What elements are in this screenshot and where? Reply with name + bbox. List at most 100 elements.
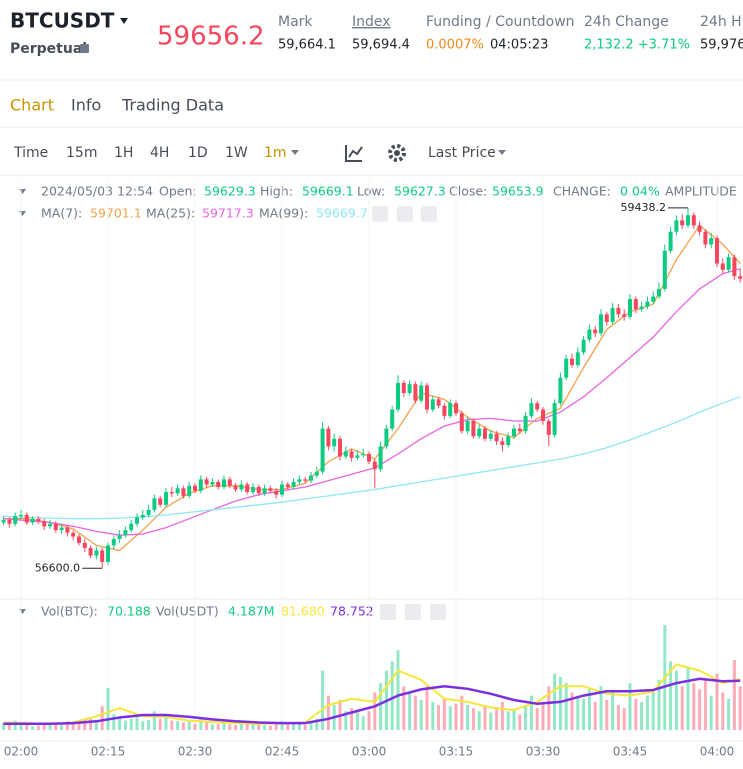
candle-body xyxy=(622,314,627,317)
collapse[interactable] xyxy=(19,211,26,216)
volume-bar xyxy=(42,723,46,730)
volume-bar xyxy=(199,718,203,730)
close-button[interactable] xyxy=(421,206,437,222)
candle-body xyxy=(117,535,122,540)
volume-bar xyxy=(170,720,174,730)
volume-bar xyxy=(77,720,81,730)
symbol[interactable]: BTCUSDT xyxy=(10,9,115,33)
volume-bar xyxy=(268,725,272,730)
stat-value: 59,694.4 xyxy=(352,38,410,53)
volume-bar xyxy=(234,725,238,730)
x-tick-label: 03:00 xyxy=(352,745,387,759)
candle-body xyxy=(245,484,250,493)
volume-panel xyxy=(2,625,742,730)
volume-bar xyxy=(280,721,284,730)
candle-body xyxy=(691,215,696,226)
interval[interactable]: 15m xyxy=(66,145,97,161)
volume-bar xyxy=(181,722,185,730)
candle-body xyxy=(610,307,615,322)
volume-bar xyxy=(732,660,736,730)
candle-body xyxy=(361,453,366,456)
price-type[interactable]: Last Price xyxy=(428,145,496,161)
volume-bar xyxy=(500,701,504,730)
volume-bar xyxy=(321,670,325,730)
caret[interactable] xyxy=(291,150,299,155)
x-tick-label: 03:45 xyxy=(613,745,648,759)
candle-body xyxy=(425,385,429,410)
collapse[interactable] xyxy=(19,609,26,614)
volume-ma-line xyxy=(3,677,741,726)
candle-body xyxy=(210,481,215,485)
ma-value: 59717.3 xyxy=(202,206,254,221)
candle-body xyxy=(384,428,389,447)
vol-label: Vol(USDT) xyxy=(156,604,219,619)
candle-body xyxy=(570,358,574,366)
x-tick-label: 03:15 xyxy=(439,745,474,759)
volume-bar xyxy=(135,716,139,730)
volume-bar xyxy=(292,722,296,730)
candle-body xyxy=(709,238,714,245)
candle-body xyxy=(633,299,638,310)
volume-bar xyxy=(431,701,435,730)
candle-body xyxy=(204,479,209,485)
collapse[interactable] xyxy=(19,189,26,194)
settings-button[interactable] xyxy=(397,206,413,222)
interval[interactable]: Time xyxy=(13,145,48,161)
candle-body xyxy=(343,451,348,457)
volume-bar xyxy=(60,724,64,730)
volume-bar xyxy=(738,686,742,730)
interval[interactable]: 1H xyxy=(114,145,133,161)
indicator-icon[interactable] xyxy=(345,145,363,162)
candle-body xyxy=(222,479,226,487)
info-value: 59629.3 xyxy=(204,184,256,199)
close-button[interactable] xyxy=(430,604,446,620)
volume-bar xyxy=(210,724,214,730)
candle-body xyxy=(187,485,192,496)
volume-bar xyxy=(19,723,23,730)
candle-body xyxy=(651,296,656,302)
volume-bar xyxy=(31,726,35,730)
candle-body xyxy=(309,475,313,481)
candle-body xyxy=(628,299,632,317)
tab[interactable]: Trading Data xyxy=(121,96,224,115)
candle-body xyxy=(587,329,592,340)
volume-bar xyxy=(367,711,371,730)
info-label: AMPLITUDE xyxy=(665,184,737,199)
x-tick-label: 02:30 xyxy=(178,745,213,759)
symbol-caret[interactable] xyxy=(120,18,128,24)
interval[interactable]: 4H xyxy=(150,145,169,161)
candle-body xyxy=(129,523,134,531)
countdown: 04:05:23 xyxy=(490,38,548,53)
volume-bar xyxy=(25,724,29,730)
candle-body xyxy=(13,516,18,524)
annotation-label: 59438.2 xyxy=(621,201,667,214)
candle-body xyxy=(419,385,424,401)
stat-label[interactable]: Index xyxy=(352,14,391,30)
candle-body xyxy=(314,471,319,476)
volume-bar xyxy=(187,720,191,730)
interval-active[interactable]: 1m xyxy=(264,145,287,161)
tab[interactable]: Info xyxy=(71,96,101,115)
interval[interactable]: 1W xyxy=(225,145,248,161)
volume-bar xyxy=(477,711,481,730)
caret[interactable] xyxy=(498,150,506,155)
candle-body xyxy=(216,481,221,487)
candle-body xyxy=(541,409,545,421)
candle-body xyxy=(326,428,331,447)
settings-button[interactable] xyxy=(405,604,421,620)
volume-bar xyxy=(94,720,98,730)
volume-bar xyxy=(193,723,197,730)
stat-value: 59,664.1 xyxy=(278,38,336,53)
volume-bar xyxy=(529,695,533,730)
candle-body xyxy=(488,433,493,439)
volume-bar xyxy=(460,695,464,730)
settings-icon[interactable] xyxy=(388,144,406,162)
interval[interactable]: 1D xyxy=(188,145,208,161)
visibility-button[interactable] xyxy=(372,206,388,222)
tab-active[interactable]: Chart xyxy=(10,96,54,115)
volume-bar xyxy=(576,695,580,730)
visibility-button[interactable] xyxy=(380,604,396,620)
ma-label: MA(25): xyxy=(146,206,195,221)
volume-bar xyxy=(408,692,412,730)
volume-bar xyxy=(715,673,719,730)
